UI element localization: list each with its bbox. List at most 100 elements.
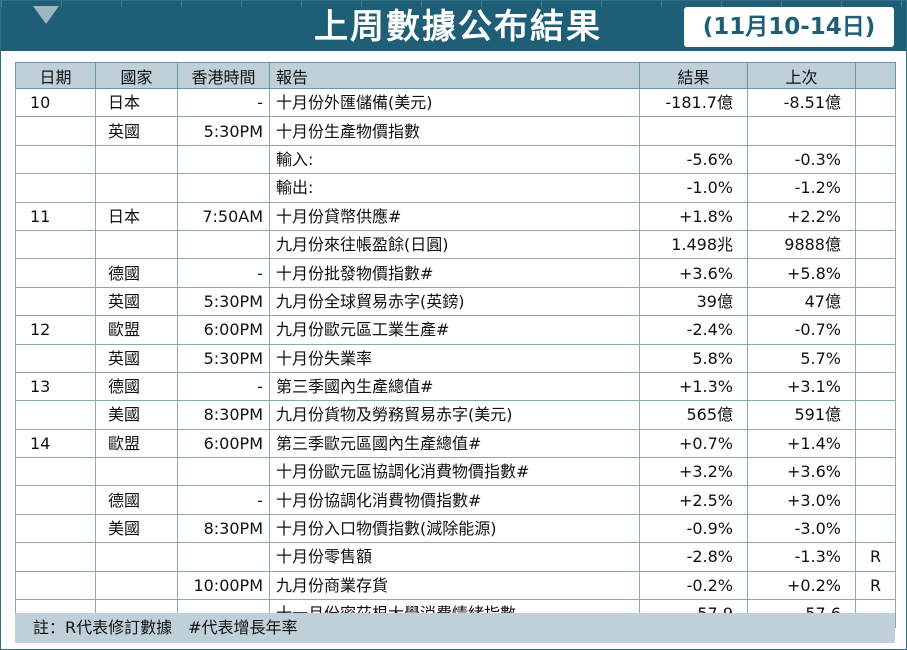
cell-flag bbox=[855, 286, 896, 317]
cell-day: 11 bbox=[15, 201, 96, 231]
cell-report: 十月份歐元區協調化消費物價指數# bbox=[269, 457, 640, 487]
cell-country: 英國 bbox=[95, 286, 178, 317]
cell-country: 美國 bbox=[95, 513, 178, 544]
cell-previous: 591億 bbox=[747, 400, 856, 430]
cell-country bbox=[95, 570, 178, 601]
cell-result: 5.8% bbox=[639, 343, 748, 373]
table-row: 美國 8:30PM 十月份入口物價指數(減除能源) -0.9% -3.0% bbox=[15, 513, 896, 544]
table-row: 10 日本 - 十月份外匯儲備(美元) -181.7億 -8.51億 bbox=[15, 87, 896, 118]
cell-day bbox=[15, 400, 96, 430]
cell-time bbox=[177, 229, 270, 260]
cell-time bbox=[177, 542, 270, 572]
cell-flag bbox=[855, 87, 896, 118]
cell-previous: +3.6% bbox=[747, 457, 856, 487]
table-row: 德國 - 十月份協調化消費物價指數# +2.5% +3.0% bbox=[15, 485, 896, 515]
cell-time: - bbox=[177, 87, 270, 118]
cell-time: 7:50AM bbox=[177, 201, 270, 231]
table-row: 12 歐盟 6:00PM 九月份歐元區工業生產# -2.4% -0.7% bbox=[15, 315, 896, 345]
cell-day: 10 bbox=[15, 87, 96, 118]
header-decoration bbox=[1, 1, 906, 7]
cell-report: 十月份入口物價指數(減除能源) bbox=[269, 513, 640, 544]
cell-time: 5:30PM bbox=[177, 116, 270, 146]
cell-result: 565億 bbox=[639, 400, 748, 430]
table-body: 10 日本 - 十月份外匯儲備(美元) -181.7億 -8.51億 英國 5:30PM 十月份… bbox=[15, 87, 896, 629]
date-range-badge: (11月10-14日) bbox=[684, 7, 894, 47]
cell-country: 日本 bbox=[95, 201, 178, 231]
cell-time: 6:00PM bbox=[177, 428, 270, 459]
cell-result: +1.8% bbox=[639, 201, 748, 231]
cell-result: -0.2% bbox=[639, 570, 748, 601]
cell-country bbox=[95, 542, 178, 572]
cell-result: -1.0% bbox=[639, 173, 748, 203]
header-bar: 上周數據公布結果 (11月10-14日) bbox=[1, 1, 906, 51]
cell-flag bbox=[855, 201, 896, 231]
column-header-day: 日期 bbox=[15, 62, 96, 89]
table-row: 13 德國 - 第三季國內生產總值# +1.3% +3.1% bbox=[15, 371, 896, 402]
cell-country bbox=[95, 457, 178, 487]
cell-day bbox=[15, 343, 96, 373]
cell-time: - bbox=[177, 371, 270, 402]
cell-day bbox=[15, 513, 96, 544]
table-row: 11 日本 7:50AM 十月份貸幣供應# +1.8% +2.2% bbox=[15, 201, 896, 231]
cell-flag bbox=[855, 173, 896, 203]
cell-report: 輸出: bbox=[269, 173, 640, 203]
cell-country bbox=[95, 229, 178, 260]
cell-previous: -0.7% bbox=[747, 315, 856, 345]
cell-result: +3.2% bbox=[639, 457, 748, 487]
cell-time: - bbox=[177, 258, 270, 288]
cell-previous: +3.0% bbox=[747, 485, 856, 515]
cell-report: 十月份協調化消費物價指數# bbox=[269, 485, 640, 515]
cell-country: 英國 bbox=[95, 116, 178, 146]
cell-country: 美國 bbox=[95, 400, 178, 430]
cell-country: 歐盟 bbox=[95, 428, 178, 459]
column-header-report: 報告 bbox=[269, 62, 640, 89]
cell-flag bbox=[855, 513, 896, 544]
cell-report: 九月份貨物及勞務貿易赤字(美元) bbox=[269, 400, 640, 430]
cell-report: 十月份零售額 bbox=[269, 542, 640, 572]
column-header-flag bbox=[855, 62, 896, 89]
cell-result: -5.6% bbox=[639, 144, 748, 175]
cell-day bbox=[15, 286, 96, 317]
cell-result: -2.8% bbox=[639, 542, 748, 572]
cell-time: 5:30PM bbox=[177, 343, 270, 373]
table-row: 輸入: -5.6% -0.3% bbox=[15, 144, 896, 175]
cell-previous: +1.4% bbox=[747, 428, 856, 459]
table-row: 14 歐盟 6:00PM 第三季歐元區國內生產總值# +0.7% +1.4% bbox=[15, 428, 896, 459]
cell-day: 14 bbox=[15, 428, 96, 459]
cell-previous: -3.0% bbox=[747, 513, 856, 544]
cell-day bbox=[15, 457, 96, 487]
cell-country: 歐盟 bbox=[95, 315, 178, 345]
cell-report: 九月份來往帳盈餘(日圓) bbox=[269, 229, 640, 260]
cell-previous bbox=[747, 116, 856, 146]
cell-report: 九月份商業存貨 bbox=[269, 570, 640, 601]
cell-day bbox=[15, 116, 96, 146]
cell-day bbox=[15, 485, 96, 515]
table-header-row: 日期 國家 香港時間 報告 結果 上次 bbox=[15, 62, 896, 89]
cell-report: 十月份生產物價指數 bbox=[269, 116, 640, 146]
cell-result: +2.5% bbox=[639, 485, 748, 515]
cell-day bbox=[15, 229, 96, 260]
cell-time bbox=[177, 144, 270, 175]
cell-previous: +5.8% bbox=[747, 258, 856, 288]
cell-previous: +0.2% bbox=[747, 570, 856, 601]
column-header-result: 結果 bbox=[639, 62, 748, 89]
cell-flag bbox=[855, 400, 896, 430]
cell-country bbox=[95, 144, 178, 175]
table-row: 九月份來往帳盈餘(日圓) 1.498兆 9888億 bbox=[15, 229, 896, 260]
cell-time: 5:30PM bbox=[177, 286, 270, 317]
cell-time bbox=[177, 457, 270, 487]
cell-result: 1.498兆 bbox=[639, 229, 748, 260]
column-header-time: 香港時間 bbox=[177, 62, 270, 89]
cell-report: 九月份歐元區工業生產# bbox=[269, 315, 640, 345]
cell-previous: -8.51億 bbox=[747, 87, 856, 118]
triangle-icon bbox=[33, 6, 59, 24]
cell-result: +3.6% bbox=[639, 258, 748, 288]
cell-result: +0.7% bbox=[639, 428, 748, 459]
cell-previous: +3.1% bbox=[747, 371, 856, 402]
cell-previous: 9888億 bbox=[747, 229, 856, 260]
cell-country: 德國 bbox=[95, 485, 178, 515]
cell-flag bbox=[855, 229, 896, 260]
cell-time: - bbox=[177, 485, 270, 515]
cell-flag bbox=[855, 144, 896, 175]
